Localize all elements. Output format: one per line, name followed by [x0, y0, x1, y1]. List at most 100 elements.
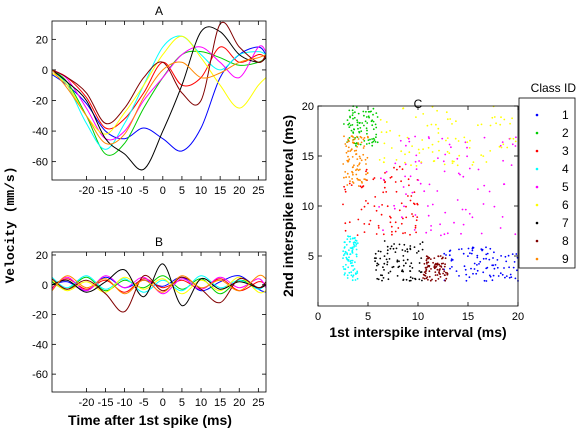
scatter-point-class-2 — [375, 133, 378, 136]
scatter-point-class-7 — [398, 265, 401, 268]
scatter-point-class-9 — [351, 170, 353, 173]
scatter-point-class-4 — [351, 246, 353, 249]
scatter-point-class-8 — [436, 268, 439, 271]
scatter-point-class-2 — [358, 130, 360, 133]
scatter-point-class-7 — [413, 246, 416, 249]
series-line-a-5 — [52, 45, 266, 141]
scatter-point-class-6 — [453, 160, 455, 163]
scatter-point-class-6 — [418, 152, 421, 154]
scatter-point-class-9 — [352, 139, 354, 141]
scatter-point-class-2 — [357, 127, 359, 130]
scatter-point-class-6 — [509, 122, 511, 125]
scatter-point-class-3 — [382, 233, 385, 236]
scatter-point-class-9 — [358, 155, 361, 158]
series-line-a-7 — [52, 26, 266, 171]
scatter-point-class-6 — [472, 161, 475, 164]
scatter-point-class-5 — [459, 173, 461, 176]
scatter-point-class-4 — [356, 242, 359, 245]
scatter-point-class-9 — [357, 185, 360, 187]
scatter-point-class-3 — [384, 181, 387, 183]
plot-area-a — [52, 21, 266, 171]
scatter-point-class-3 — [400, 222, 403, 225]
scatter-point-class-4 — [342, 265, 345, 268]
scatter-point-class-9 — [357, 138, 360, 140]
scatter-point-class-9 — [363, 145, 366, 148]
scatter-point-class-4 — [349, 253, 352, 256]
x-tick-label-b: -5 — [139, 397, 149, 409]
scatter-point-class-9 — [347, 155, 349, 158]
scatter-point-class-3 — [407, 195, 409, 197]
scatter-point-class-2 — [359, 121, 361, 124]
panel-title-b: B — [155, 235, 163, 249]
scatter-point-class-6 — [456, 164, 459, 167]
scatter-point-class-2 — [368, 142, 371, 145]
scatter-point-class-5 — [425, 231, 428, 234]
scatter-point-class-9 — [365, 163, 367, 165]
legend-label-8: 8 — [562, 234, 569, 248]
scatter-point-class-4 — [351, 259, 354, 262]
y-tick-label-a: -20 — [32, 96, 48, 108]
scatter-point-class-3 — [350, 184, 353, 187]
scatter-point-class-6 — [500, 146, 503, 149]
scatter-point-class-6 — [395, 159, 398, 161]
scatter-point-class-3 — [398, 209, 401, 212]
scatter-point-class-4 — [350, 271, 353, 274]
scatter-point-class-1 — [505, 275, 508, 277]
scatter-point-class-5 — [462, 223, 465, 226]
scatter-points — [342, 105, 519, 282]
scatter-point-class-8 — [430, 268, 432, 270]
series-line-b-4 — [52, 275, 266, 293]
scatter-point-class-4 — [355, 273, 357, 275]
scatter-point-class-2 — [346, 119, 349, 121]
x-axis-label-c: 1st interspike interval (ms) — [329, 324, 506, 340]
scatter-point-class-9 — [352, 182, 355, 184]
scatter-point-class-8 — [439, 276, 442, 278]
scatter-point-class-6 — [421, 139, 424, 141]
scatter-point-class-5 — [414, 135, 416, 138]
y-axis-label-velocity: Velocity (mm/s) — [3, 166, 18, 283]
scatter-point-class-6 — [431, 151, 434, 153]
scatter-point-class-5 — [502, 159, 504, 162]
scatter-point-class-8 — [428, 256, 431, 259]
scatter-point-class-5 — [415, 154, 418, 157]
scatter-point-class-1 — [451, 266, 453, 268]
scatter-point-class-7 — [383, 262, 386, 265]
scatter-point-class-6 — [469, 139, 471, 142]
scatter-point-class-1 — [473, 262, 476, 265]
scatter-point-class-5 — [414, 160, 417, 163]
y-tick-label-a: 0 — [42, 65, 48, 77]
scatter-point-class-2 — [372, 137, 375, 140]
scatter-point-class-4 — [343, 268, 345, 270]
x-tick-label-c: 10 — [412, 311, 424, 323]
scatter-point-class-8 — [428, 270, 431, 273]
scatter-point-class-1 — [496, 266, 499, 269]
scatter-point-class-9 — [350, 135, 353, 138]
scatter-point-class-3 — [386, 205, 389, 208]
scatter-point-class-7 — [377, 263, 380, 266]
scatter-point-class-5 — [448, 143, 451, 146]
scatter-point-class-9 — [351, 141, 354, 144]
scatter-point-class-7 — [376, 277, 379, 280]
scatter-point-class-7 — [398, 243, 401, 246]
legend-label-2: 2 — [562, 126, 569, 140]
scatter-point-class-4 — [346, 257, 348, 260]
scatter-point-class-8 — [446, 273, 449, 276]
scatter-point-class-3 — [414, 224, 417, 227]
scatter-point-class-2 — [360, 130, 363, 133]
scatter-point-class-2 — [374, 123, 377, 126]
scatter-point-class-4 — [349, 238, 352, 240]
scatter-point-class-7 — [418, 278, 421, 281]
scatter-point-class-3 — [401, 168, 404, 171]
legend-label-4: 4 — [562, 162, 569, 176]
scatter-point-class-5 — [514, 233, 517, 236]
scatter-point-class-7 — [411, 267, 414, 269]
scatter-point-class-2 — [366, 132, 368, 135]
scatter-point-class-6 — [427, 146, 430, 149]
scatter-point-class-5 — [393, 204, 395, 207]
scatter-point-class-6 — [437, 132, 440, 134]
scatter-point-class-3 — [369, 219, 372, 222]
scatter-point-class-3 — [385, 191, 388, 193]
scatter-point-class-2 — [375, 112, 378, 114]
scatter-point-class-9 — [362, 153, 365, 156]
scatter-point-class-2 — [375, 126, 378, 129]
